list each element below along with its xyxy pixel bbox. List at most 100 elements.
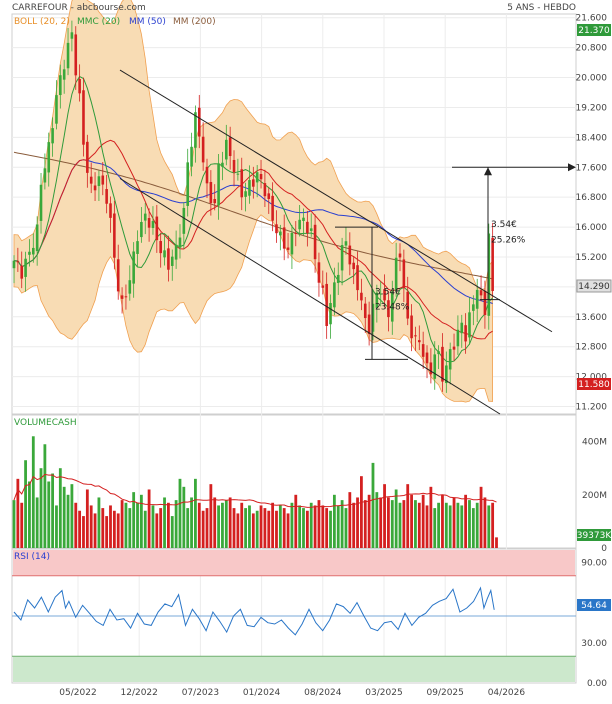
candle-body: [344, 241, 348, 246]
volume-bar: [28, 481, 31, 548]
volume-bar: [132, 492, 136, 548]
volume-bar: [325, 508, 329, 548]
volume-label: VOLUMECASH: [14, 418, 77, 428]
candle-body: [406, 291, 410, 319]
volume-ma-line: [13, 473, 497, 508]
candle-body: [267, 193, 271, 199]
price-tick-label: 20.000: [576, 74, 608, 84]
candle-body: [12, 260, 16, 269]
volume-bar: [112, 510, 116, 548]
candle-body: [113, 213, 116, 258]
volume-bar: [410, 494, 413, 548]
candle-body: [371, 303, 375, 332]
volume-bar: [456, 502, 460, 548]
volume-bar: [452, 497, 456, 548]
volume-bar: [483, 497, 487, 548]
chart-period: 5 ANS - HEBDO: [507, 3, 576, 13]
candle-body: [394, 257, 398, 291]
candle-body: [62, 69, 66, 80]
price-tag-low: 11.580: [577, 378, 611, 390]
candle-body: [159, 241, 162, 254]
candle-body: [178, 237, 182, 248]
volume-bar: [294, 494, 298, 548]
volume-bar: [329, 510, 332, 548]
volume-bar: [244, 508, 247, 548]
volume-bar: [124, 502, 128, 548]
candle-body: [225, 139, 228, 160]
volume-bar: [383, 484, 386, 548]
price-tick-label: 11.200: [576, 403, 608, 413]
volume-bar: [394, 489, 398, 548]
candle-body: [170, 256, 174, 266]
candle-body: [352, 262, 355, 270]
volume-bar: [35, 497, 39, 548]
volume-bar: [139, 494, 143, 548]
price-tick-label: 18.400: [576, 133, 608, 143]
volume-bar: [398, 502, 402, 548]
volume-bar: [197, 502, 201, 548]
volume-bar: [278, 505, 282, 548]
candle-body: [460, 322, 464, 334]
volume-bar: [352, 502, 356, 548]
volume-tick-label: 0: [601, 544, 607, 554]
volume-bar: [429, 486, 433, 548]
volume-bar: [302, 508, 305, 548]
volume-bar: [282, 508, 286, 548]
volume-bar: [82, 516, 85, 548]
price-tick-label: 17.600: [576, 163, 608, 173]
candle-body: [356, 265, 359, 291]
measure-label: 3.54€: [491, 220, 517, 230]
volume-bar: [213, 497, 217, 548]
candle-body: [147, 218, 151, 228]
volume-bar: [205, 508, 209, 548]
candle-body: [240, 169, 244, 198]
rsi-tick-label: 90.00: [581, 558, 607, 568]
date-tick-label: 01/2024: [243, 688, 281, 698]
candle-body: [35, 224, 39, 252]
candle-body: [313, 224, 317, 260]
volume-bar: [464, 494, 468, 548]
rsi-line: [13, 586, 495, 636]
volume-tick-label: 400M: [582, 438, 607, 448]
candle-body: [255, 172, 259, 183]
volume-bar: [406, 484, 410, 548]
candle-body: [271, 195, 274, 221]
candle-body: [143, 213, 147, 221]
price-tick-label: 16.800: [576, 193, 608, 203]
candle-body: [213, 198, 217, 204]
date-tick-label: 05/2022: [59, 688, 96, 698]
volume-bar: [120, 500, 124, 548]
volume-bar: [414, 500, 417, 548]
candle-body: [402, 259, 406, 289]
volume-bar: [336, 505, 340, 548]
volume-bar: [275, 510, 278, 548]
candle-body: [367, 314, 371, 335]
candle-body: [155, 216, 159, 241]
volume-bar: [182, 486, 186, 548]
candle-body: [464, 325, 467, 342]
candle-body: [190, 146, 193, 167]
volume-bar: [475, 502, 479, 548]
candle-body: [410, 315, 413, 339]
date-tick-label: 12/2022: [121, 688, 158, 698]
candle-body: [383, 289, 386, 301]
candle-body: [28, 251, 31, 255]
legend-mm200: MM (200): [173, 17, 216, 27]
volume-bar: [55, 505, 58, 548]
candle-body: [360, 292, 363, 301]
candle-body: [487, 233, 491, 316]
volume-bar: [379, 497, 383, 548]
volume-bar: [159, 508, 163, 548]
volume-bars: [12, 436, 498, 548]
candle-body: [445, 365, 448, 384]
volume-bar: [66, 494, 70, 548]
candle-body: [429, 362, 433, 375]
candle-body: [433, 354, 437, 379]
volume-bar: [251, 513, 255, 548]
volume-bar: [47, 481, 51, 548]
candle-body: [398, 253, 402, 258]
svg-text:54.64: 54.64: [581, 601, 607, 611]
candle-body: [236, 173, 240, 175]
price-tick-label: 12.800: [576, 343, 608, 353]
